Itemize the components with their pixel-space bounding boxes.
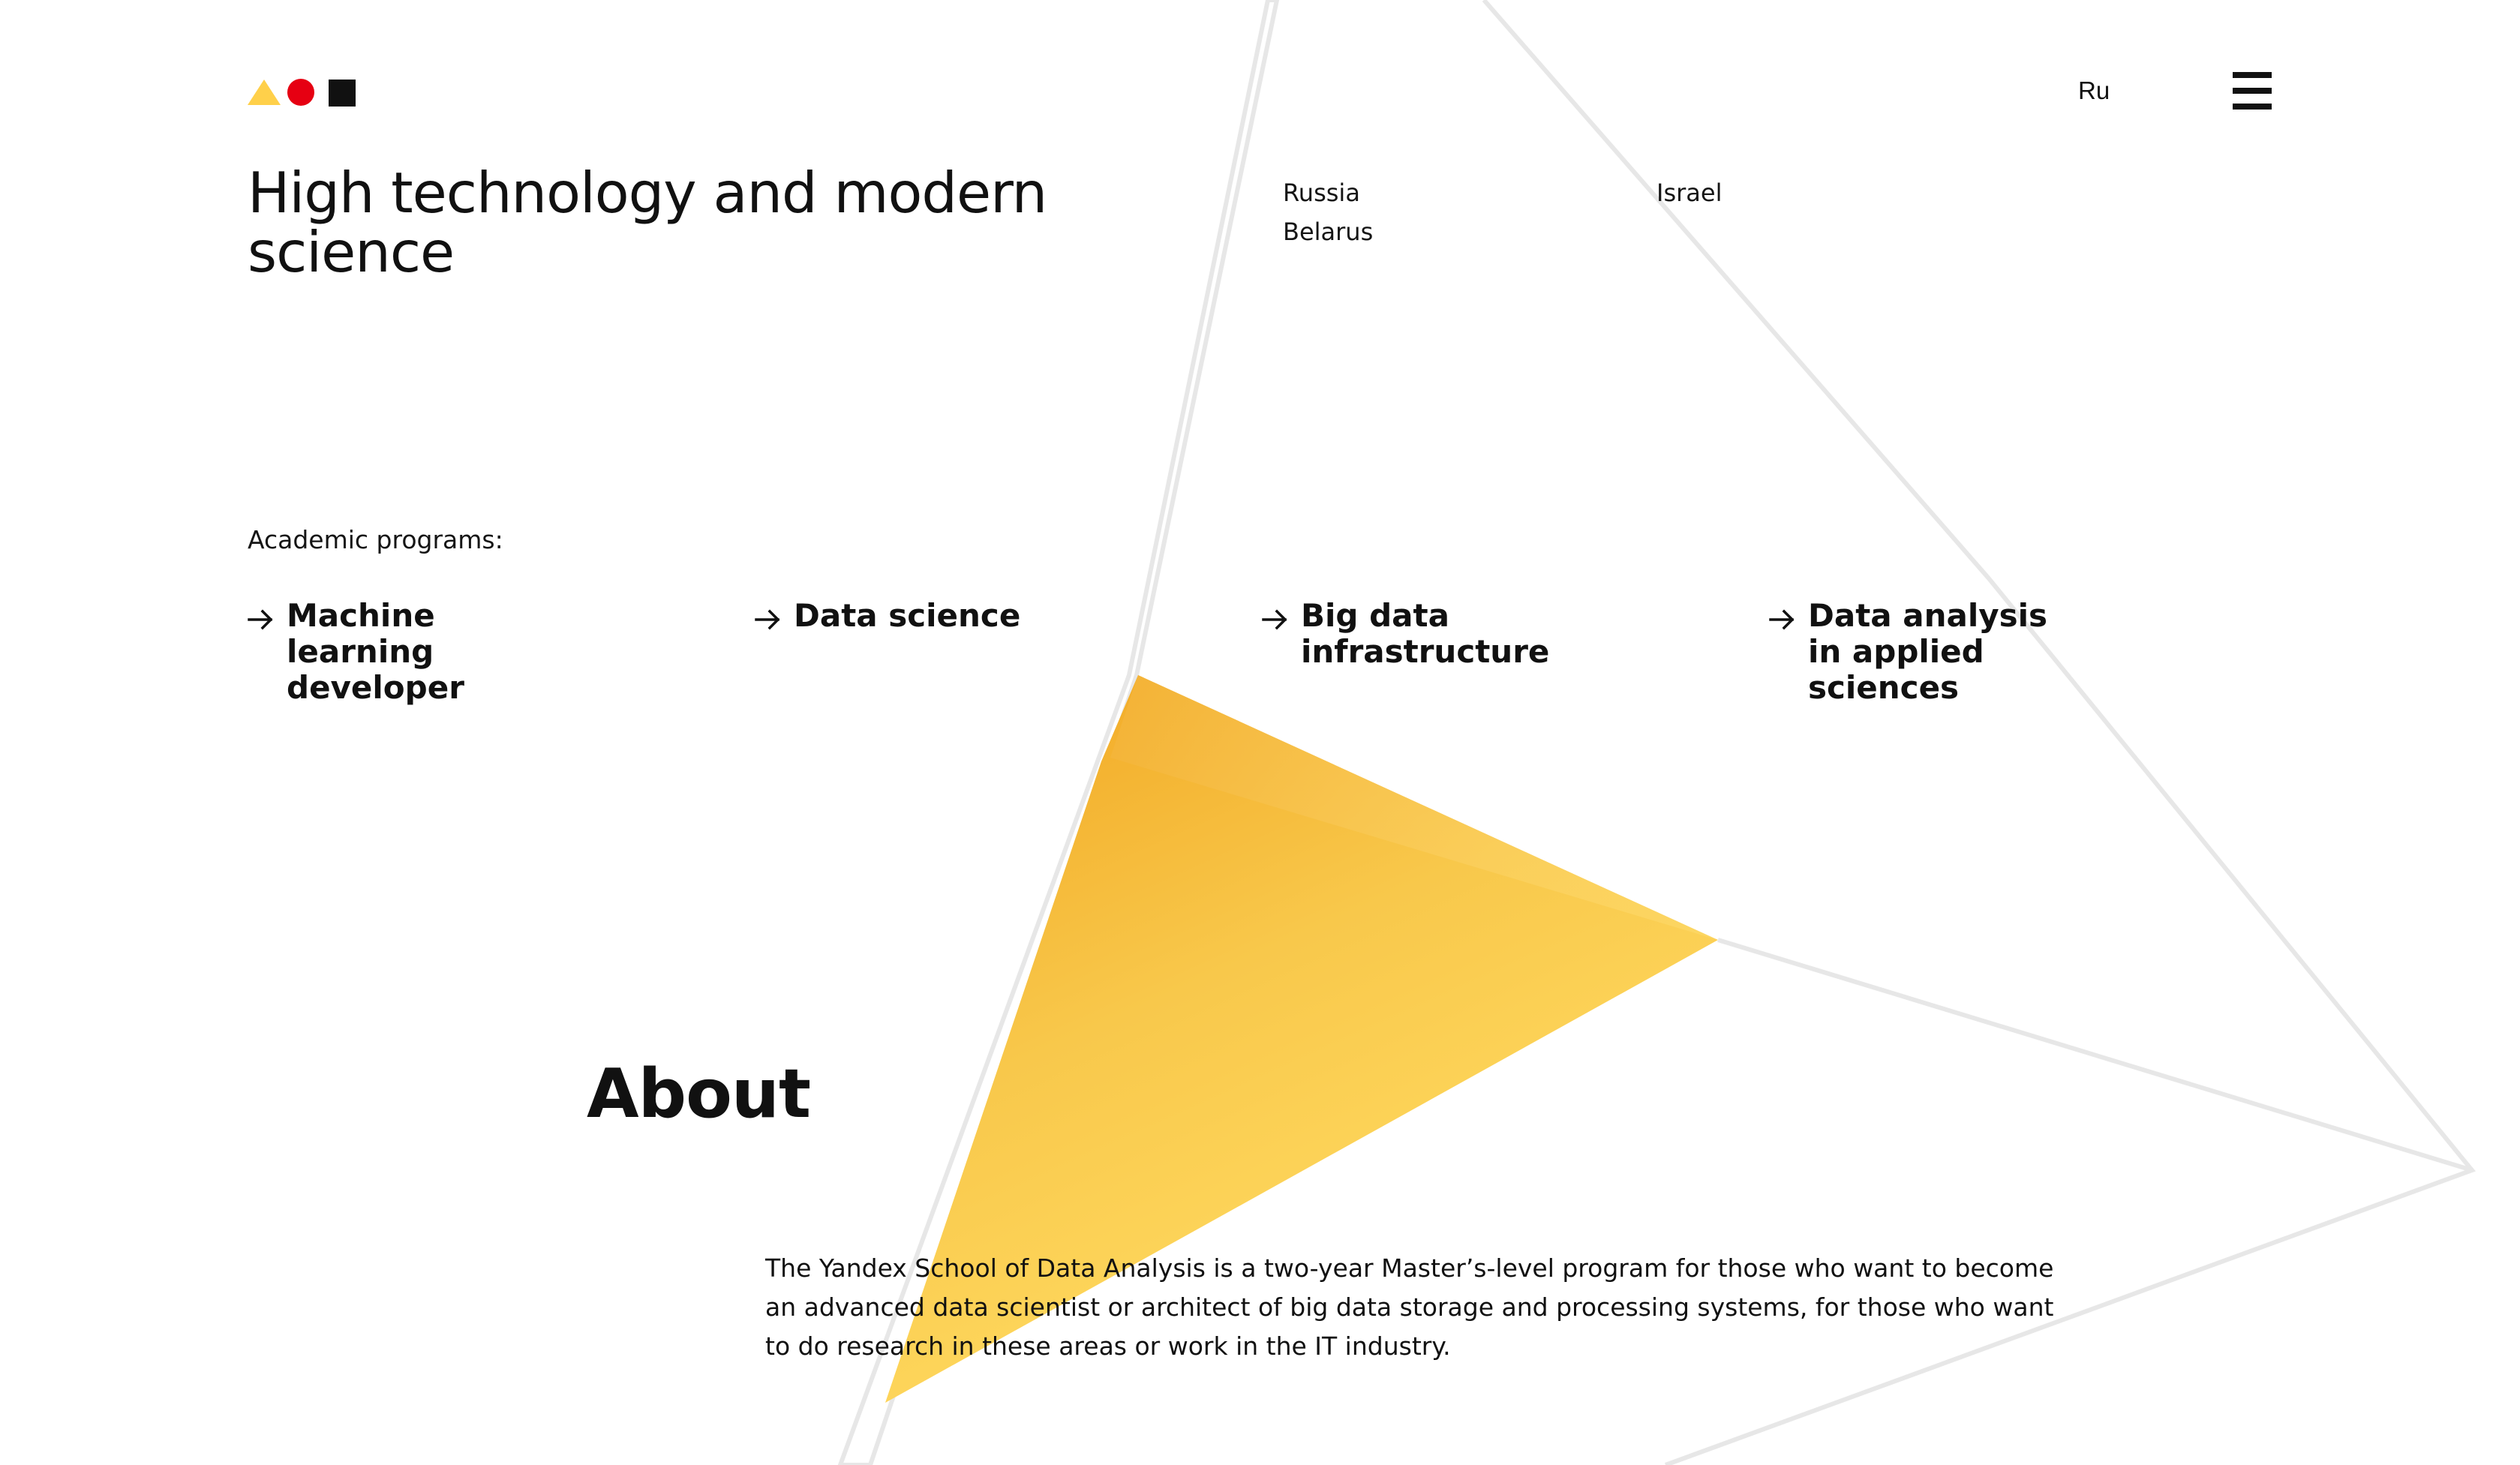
page-title: High technology and modern science [248,160,1047,285]
arrow-right-icon [1769,608,1796,631]
program-machine-learning-developer[interactable]: Machine learning developer [248,598,503,706]
arrow-right-icon [755,608,782,631]
program-label: Machine learning developer [287,597,464,706]
logo-triangle [248,80,281,105]
logo[interactable] [248,77,356,107]
program-big-data-infrastructure[interactable]: Big data infrastructure [1262,598,1577,670]
logo-circle [287,79,314,106]
menu-icon-line [2233,72,2272,78]
logo-square [329,80,356,107]
background-line [1482,0,2476,1465]
background-line [837,0,1280,1465]
program-label: Big data infrastructure [1301,597,1550,670]
background-line [1717,938,2473,1172]
language-switch[interactable]: Ru [2078,77,2110,104]
program-label: Data analysis in applied sciences [1808,597,2047,706]
program-data-analysis-in-applied-sciences[interactable]: Data analysis in applied sciences [1769,598,2084,706]
country-russia[interactable]: Russia [1283,179,1360,207]
programs-label: Academic programs: [248,525,503,554]
menu-icon-line [2233,88,2272,94]
country-israel[interactable]: Israel [1656,179,1723,207]
menu-icon[interactable] [2233,72,2272,110]
yellow-triangle-highlight [1110,675,1718,940]
country-belarus[interactable]: Belarus [1283,218,1374,246]
about-text: The Yandex School of Data Analysis is a … [765,1253,2054,1361]
arrow-right-icon [248,608,275,631]
program-label: Data science [794,597,1021,634]
menu-icon-line [2233,104,2272,110]
arrow-right-icon [1262,608,1289,631]
program-data-science[interactable]: Data science [755,598,1070,634]
about-title: About [587,1055,811,1133]
